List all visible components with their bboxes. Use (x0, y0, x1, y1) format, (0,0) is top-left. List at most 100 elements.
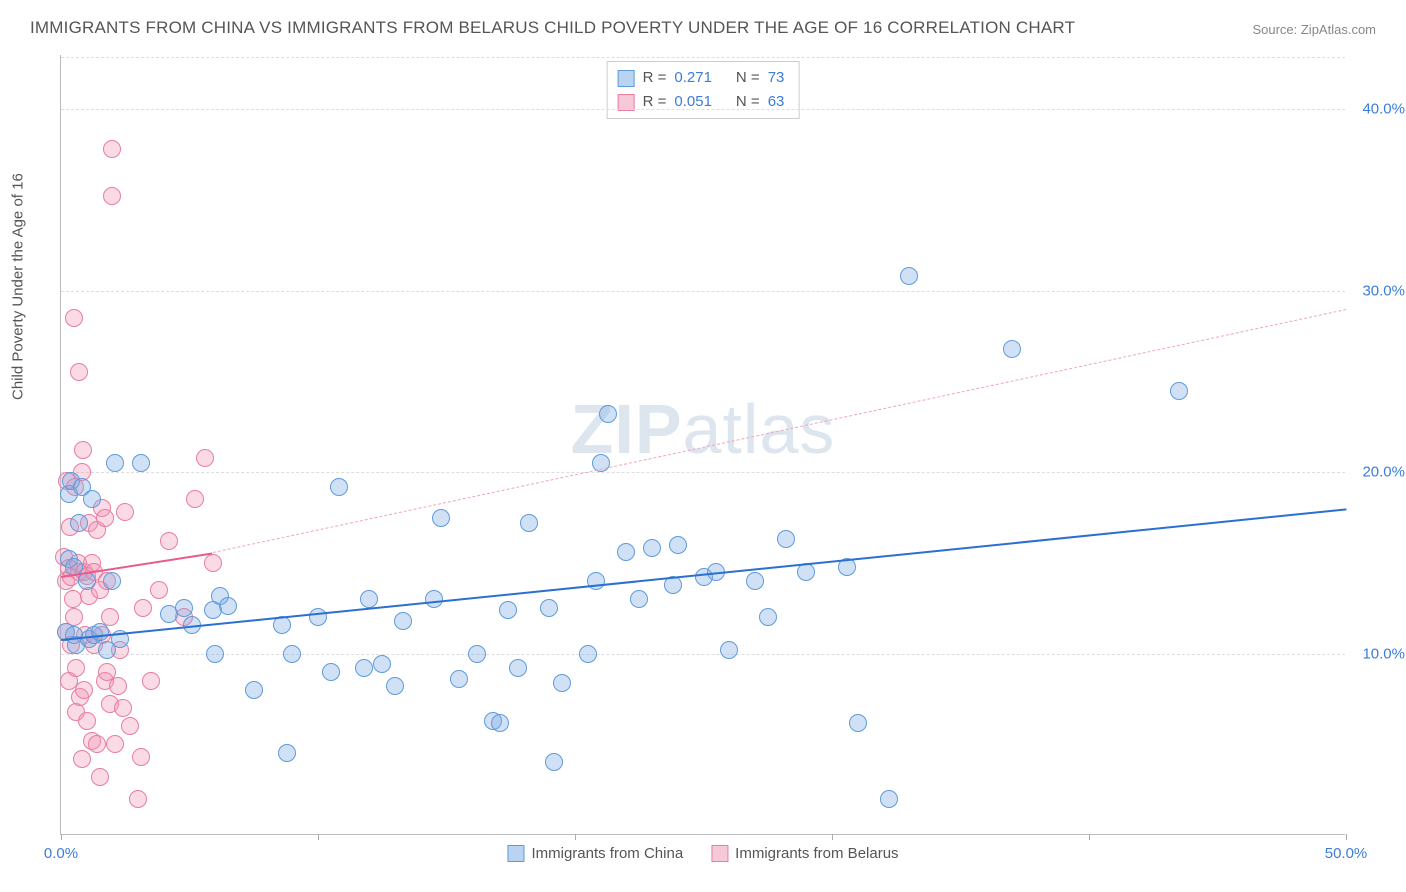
data-point (360, 590, 378, 608)
y-axis-title: Child Poverty Under the Age of 16 (10, 173, 27, 400)
data-point (322, 663, 340, 681)
data-point (219, 597, 237, 615)
data-point (777, 530, 795, 548)
data-point (545, 753, 563, 771)
r-label: R = (643, 66, 667, 90)
data-point (880, 790, 898, 808)
watermark-zip: ZIP (571, 390, 683, 468)
y-tick-label: 20.0% (1362, 464, 1405, 481)
data-point (746, 572, 764, 590)
trend-line (61, 508, 1346, 641)
data-point (499, 601, 517, 619)
data-point (78, 712, 96, 730)
data-point (91, 623, 109, 641)
data-point (186, 490, 204, 508)
data-point (425, 590, 443, 608)
watermark: ZIPatlas (571, 389, 836, 469)
data-point (103, 140, 121, 158)
data-point (386, 677, 404, 695)
data-point (106, 735, 124, 753)
data-point (849, 714, 867, 732)
data-point (196, 449, 214, 467)
data-point (355, 659, 373, 677)
data-point (450, 670, 468, 688)
x-tick (318, 834, 319, 840)
data-point (142, 672, 160, 690)
data-point (1170, 382, 1188, 400)
data-point (245, 681, 263, 699)
data-point (132, 454, 150, 472)
r-value-china: 0.271 (674, 66, 712, 90)
data-point (75, 681, 93, 699)
data-point (373, 655, 391, 673)
gridline-h (61, 654, 1345, 655)
data-point (587, 572, 605, 590)
data-point (617, 543, 635, 561)
legend-item-belarus: Immigrants from Belarus (711, 845, 898, 862)
data-point (491, 714, 509, 732)
data-point (88, 735, 106, 753)
swatch-china (618, 70, 635, 87)
gridline-h (61, 291, 1345, 292)
data-point (109, 677, 127, 695)
swatch-belarus (711, 845, 728, 862)
swatch-china (507, 845, 524, 862)
data-point (206, 645, 224, 663)
legend-label-belarus: Immigrants from Belarus (735, 845, 898, 862)
data-point (643, 539, 661, 557)
data-point (70, 363, 88, 381)
x-tick (61, 834, 62, 840)
data-point (64, 590, 82, 608)
data-point (468, 645, 486, 663)
data-point (70, 514, 88, 532)
data-point (394, 612, 412, 630)
data-point (630, 590, 648, 608)
x-tick-label: 0.0% (44, 845, 78, 862)
data-point (121, 717, 139, 735)
x-tick-label: 50.0% (1325, 845, 1368, 862)
data-point (432, 509, 450, 527)
y-tick-label: 10.0% (1362, 645, 1405, 662)
data-point (900, 267, 918, 285)
data-point (116, 503, 134, 521)
data-point (330, 478, 348, 496)
legend-label-china: Immigrants from China (531, 845, 683, 862)
x-tick (1346, 834, 1347, 840)
data-point (720, 641, 738, 659)
plot-area: ZIPatlas R = 0.271 N = 73 R = 0.051 N = … (60, 55, 1345, 835)
data-point (579, 645, 597, 663)
chart-title: IMMIGRANTS FROM CHINA VS IMMIGRANTS FROM… (30, 18, 1075, 38)
data-point (160, 532, 178, 550)
y-tick-label: 40.0% (1362, 101, 1405, 118)
data-point (278, 744, 296, 762)
gridline-h (61, 472, 1345, 473)
data-point (540, 599, 558, 617)
legend-item-china: Immigrants from China (507, 845, 683, 862)
data-point (553, 674, 571, 692)
data-point (283, 645, 301, 663)
data-point (91, 768, 109, 786)
data-point (65, 309, 83, 327)
x-tick (832, 834, 833, 840)
data-point (83, 490, 101, 508)
source-attribution: Source: ZipAtlas.com (1252, 22, 1376, 37)
gridline-h (61, 57, 1345, 58)
stats-row-china: R = 0.271 N = 73 (618, 66, 785, 90)
data-point (669, 536, 687, 554)
data-point (204, 554, 222, 572)
data-point (74, 441, 92, 459)
n-label: N = (736, 66, 760, 90)
y-tick-label: 30.0% (1362, 282, 1405, 299)
data-point (73, 750, 91, 768)
x-tick (1089, 834, 1090, 840)
data-point (134, 599, 152, 617)
data-point (520, 514, 538, 532)
gridline-h (61, 109, 1345, 110)
data-point (150, 581, 168, 599)
swatch-belarus (618, 94, 635, 111)
watermark-atlas: atlas (683, 390, 836, 468)
data-point (759, 608, 777, 626)
trend-line (213, 309, 1347, 553)
data-point (103, 187, 121, 205)
data-point (96, 509, 114, 527)
